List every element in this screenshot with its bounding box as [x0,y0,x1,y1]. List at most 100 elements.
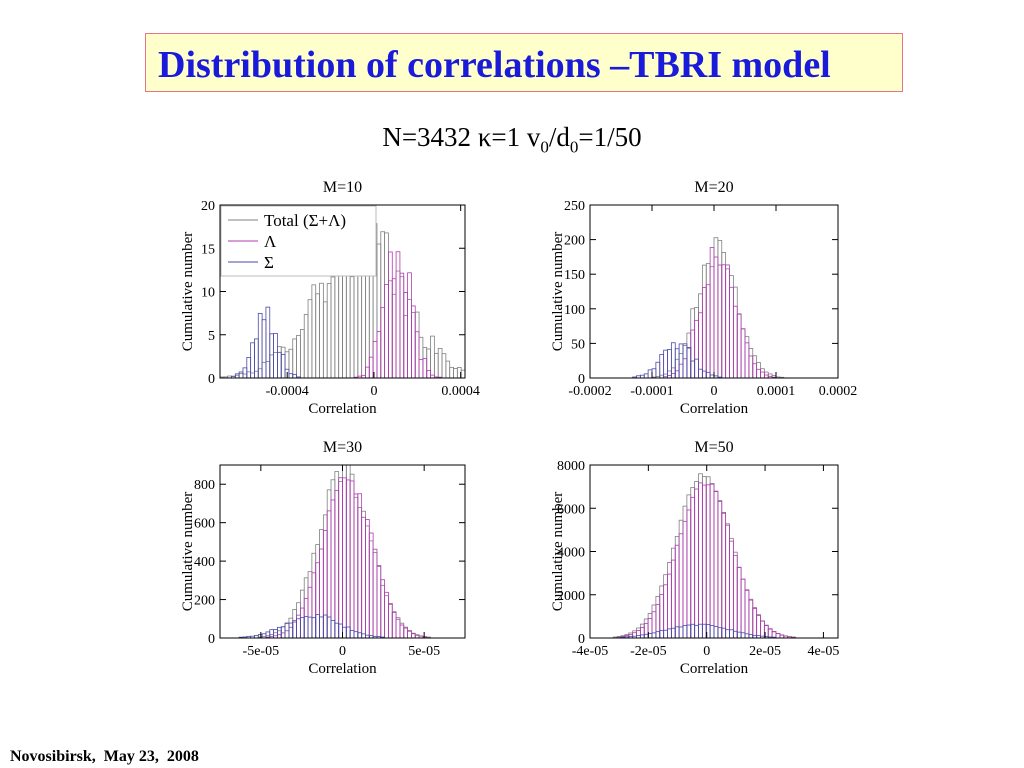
y-tick-label: 0 [208,372,215,387]
histogram-bar [361,516,366,639]
histogram-bar [273,351,278,379]
histogram-bar [307,616,313,639]
histogram-bar [411,305,416,379]
y-tick-label: 0 [578,632,585,647]
histogram-bar [682,505,688,639]
histogram-bar [368,356,374,379]
histogram-bar [380,579,386,639]
histogram-bar [670,547,676,639]
histogram-bar [342,626,347,639]
histogram-bar [636,627,641,639]
histogram-bar [365,519,370,639]
histogram-bar [414,311,420,379]
panel-title: M=30 [323,439,362,456]
slide-title: Distribution of correlations –TBRI model [158,44,831,86]
histogram-bar [307,586,313,639]
histogram-bar [639,626,645,639]
histogram-bar [384,232,389,379]
histogram-bar [713,626,719,639]
histogram-bar [334,490,340,639]
histogram-bar [674,370,680,379]
histogram-bar [257,368,263,379]
y-tick-label: 250 [564,199,585,214]
histogram-bar [760,620,765,639]
histogram-bar [651,632,657,639]
histogram-bar [678,363,684,379]
histogram-bar [667,628,672,639]
x-tick-label: 2e-05 [749,644,781,659]
histogram-bar [315,562,320,639]
x-axis-label: Correlation [680,661,749,677]
histogram-bar [238,371,244,379]
histogram-bar [674,626,680,639]
histogram-bar [322,514,328,639]
histogram-bar [388,280,393,379]
x-tick-label: 0 [370,384,377,399]
histogram-bar [651,611,657,639]
histogram-bar [345,479,351,639]
histogram-bar [303,314,309,379]
histogram-bar [732,554,738,639]
histogram-bar [326,510,332,639]
histogram-bar [655,631,661,639]
histogram-bar [254,370,259,379]
histogram-bar [744,589,750,639]
histogram-bar [760,620,765,639]
histogram-bar [422,358,428,379]
histogram-bar [384,595,389,639]
series-sigma [632,342,723,379]
histogram-bar [632,630,637,639]
histogram-bar [717,264,723,379]
histogram-bar [391,293,397,379]
histogram-bar [357,493,363,639]
histogram-bar [418,359,424,379]
histogram-bar [430,335,435,379]
histogram-bar [349,473,355,639]
histogram-bar [349,630,355,639]
histogram-bar [670,373,676,379]
histogram-bar [636,630,641,639]
histogram-bar [690,623,696,639]
histogram-bar [752,608,758,639]
histogram-bar [303,616,309,639]
histogram-bar [732,305,738,379]
histogram-bar [632,632,637,639]
histogram-bar [756,368,761,379]
histogram-bar [674,544,680,639]
histogram-bar [698,623,703,639]
histogram-bar [411,633,416,639]
histogram-bar [752,607,758,639]
histogram-bar [721,264,727,379]
histogram-bar [713,237,719,379]
histogram-bar [748,355,754,379]
histogram-bar [326,489,332,639]
histogram-bar [682,345,688,379]
histogram-bar [717,501,723,639]
histogram-bar [399,272,405,379]
histogram-bar [667,349,672,379]
histogram-bar [273,333,278,379]
legend-entry-lambda: Λ [264,232,277,251]
y-tick-label: 200 [564,234,585,249]
y-tick-label: 0 [578,372,585,387]
panel-title: M=50 [694,439,733,456]
histogram-bar [748,598,754,639]
histogram-bar [246,371,252,379]
histogram-bar [686,347,692,379]
histogram-bar [698,482,703,639]
histogram-bar [740,632,746,639]
histogram-bar [349,276,355,379]
panel-title: M=20 [694,179,733,196]
histogram-bar [361,633,366,639]
histogram-bar [678,626,684,639]
histogram-bar [334,471,340,639]
histogram-bar [388,251,393,379]
histogram-bar [643,623,649,639]
y-tick-label: 100 [564,303,585,318]
histogram-bar [721,252,727,379]
chart-panel-4: 0 2000 4000 6000 8000 -4e-05 -2e-05 0 2e-05 4e-05… [550,439,839,677]
histogram-bar [353,493,359,639]
histogram-bar [280,346,286,379]
histogram-bar [694,358,699,379]
histogram-bar [713,256,719,379]
